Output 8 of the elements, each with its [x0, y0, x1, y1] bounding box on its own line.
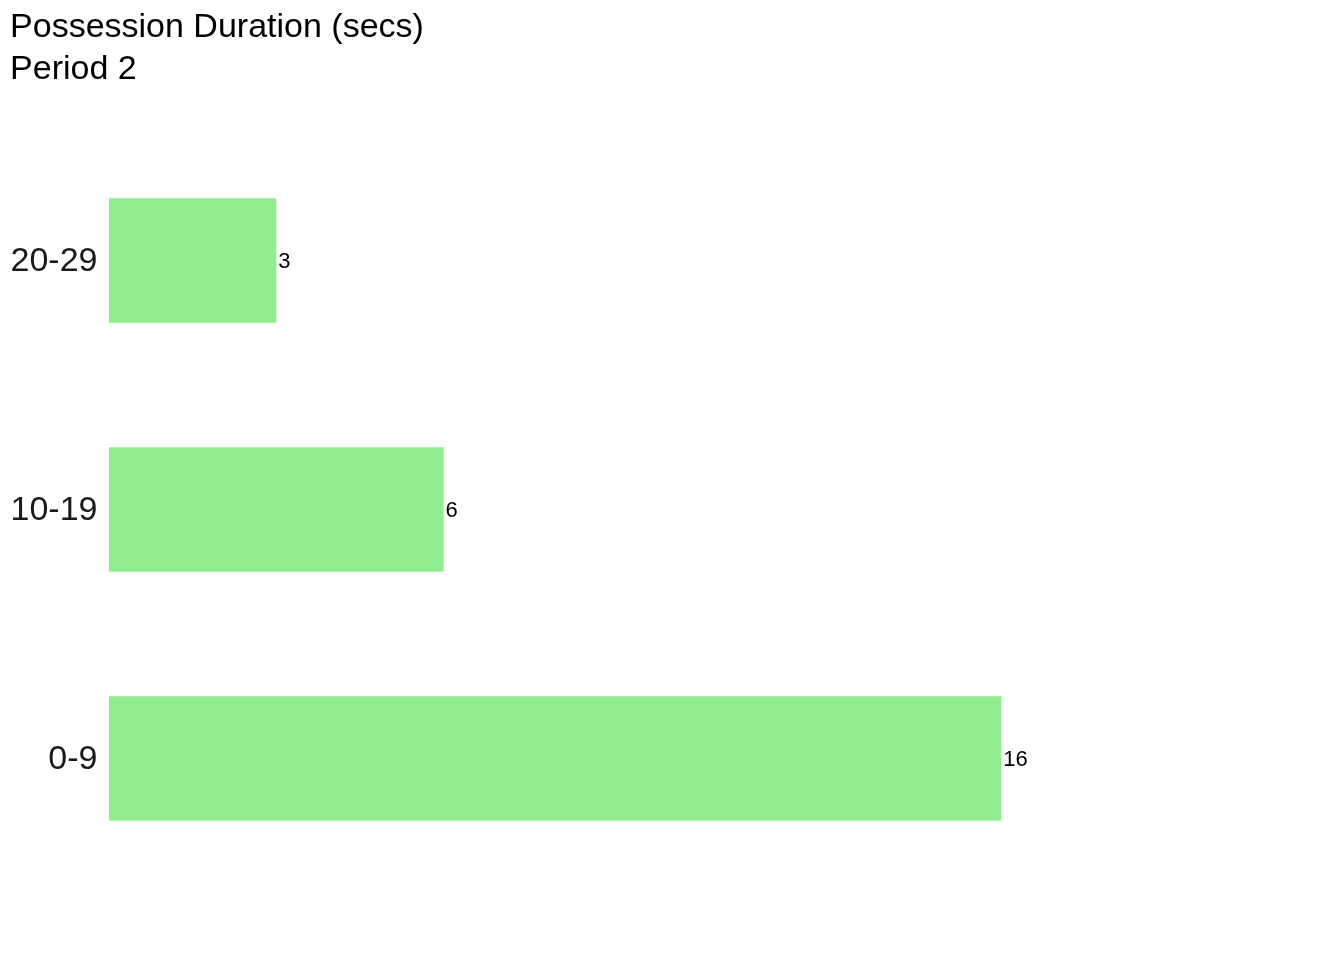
chart-title: Possession Duration (secs)	[10, 6, 424, 44]
data-label: 16	[1003, 745, 1028, 771]
data-label: 3	[278, 247, 291, 273]
chart-subtitle: Period 2	[10, 48, 137, 86]
y-tick-label: 0-9	[48, 737, 98, 776]
data-label: 6	[445, 496, 458, 522]
y-tick-label: 10-19	[10, 488, 98, 527]
y-tick-label: 20-29	[10, 239, 98, 278]
